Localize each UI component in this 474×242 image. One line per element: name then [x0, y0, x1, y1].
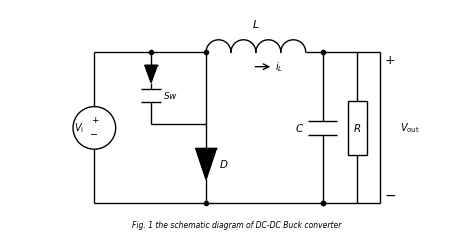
Text: $i_L$: $i_L$: [275, 60, 283, 74]
Text: +: +: [91, 116, 98, 125]
Text: −: −: [90, 130, 99, 140]
Text: Fig. 1 the schematic diagram of DC-DC Buck converter: Fig. 1 the schematic diagram of DC-DC Bu…: [132, 221, 342, 230]
Text: $R$: $R$: [353, 122, 361, 134]
Text: $-$: $-$: [384, 188, 396, 202]
Text: $Sw$: $Sw$: [163, 90, 178, 101]
Polygon shape: [145, 65, 157, 83]
Text: $L$: $L$: [252, 18, 260, 30]
Text: $V_{\mathrm{i}}$: $V_{\mathrm{i}}$: [74, 121, 84, 135]
Text: $C$: $C$: [295, 122, 304, 134]
Bar: [348, 101, 366, 155]
Text: $+$: $+$: [384, 54, 395, 67]
Text: $V_{\mathrm{out}}$: $V_{\mathrm{out}}$: [400, 121, 420, 135]
Text: $D$: $D$: [219, 158, 228, 170]
Polygon shape: [196, 149, 216, 179]
